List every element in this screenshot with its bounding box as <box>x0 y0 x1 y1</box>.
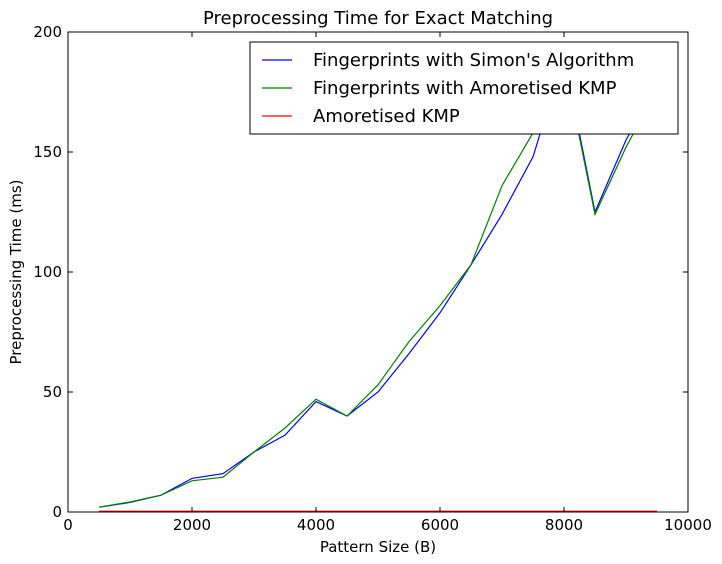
y-axis-label: Preprocessing Time (ms) <box>7 179 25 364</box>
y-tick-label-0: 0 <box>52 503 62 521</box>
x-tick-label-4: 8000 <box>545 516 583 534</box>
y-tick-label-2: 100 <box>33 263 62 281</box>
x-tick-label-3: 6000 <box>421 516 459 534</box>
ticks-layer: 0 2000 4000 6000 8000 10000 0 50 100 150 200 <box>33 23 712 534</box>
y-tick-label-3: 150 <box>33 143 62 161</box>
chart-title: Preprocessing Time for Exact Matching <box>203 8 553 29</box>
legend-label-2: Amoretised KMP <box>313 106 460 127</box>
y-tick-label-4: 200 <box>33 23 62 41</box>
x-tick-label-0: 0 <box>63 516 73 534</box>
y-tick-label-1: 50 <box>43 383 62 401</box>
x-tick-label-1: 2000 <box>173 516 211 534</box>
legend-box <box>249 41 679 135</box>
legend-label-1: Fingerprints with Amoretised KMP <box>313 78 617 99</box>
x-tick-label-2: 4000 <box>297 516 335 534</box>
x-axis-label: Pattern Size (B) <box>320 538 436 556</box>
legend-label-0: Fingerprints with Simon's Algorithm <box>313 50 634 71</box>
x-tick-label-5: 10000 <box>664 516 712 534</box>
legend: Fingerprints with Simon's Algorithm Finge… <box>249 41 679 135</box>
